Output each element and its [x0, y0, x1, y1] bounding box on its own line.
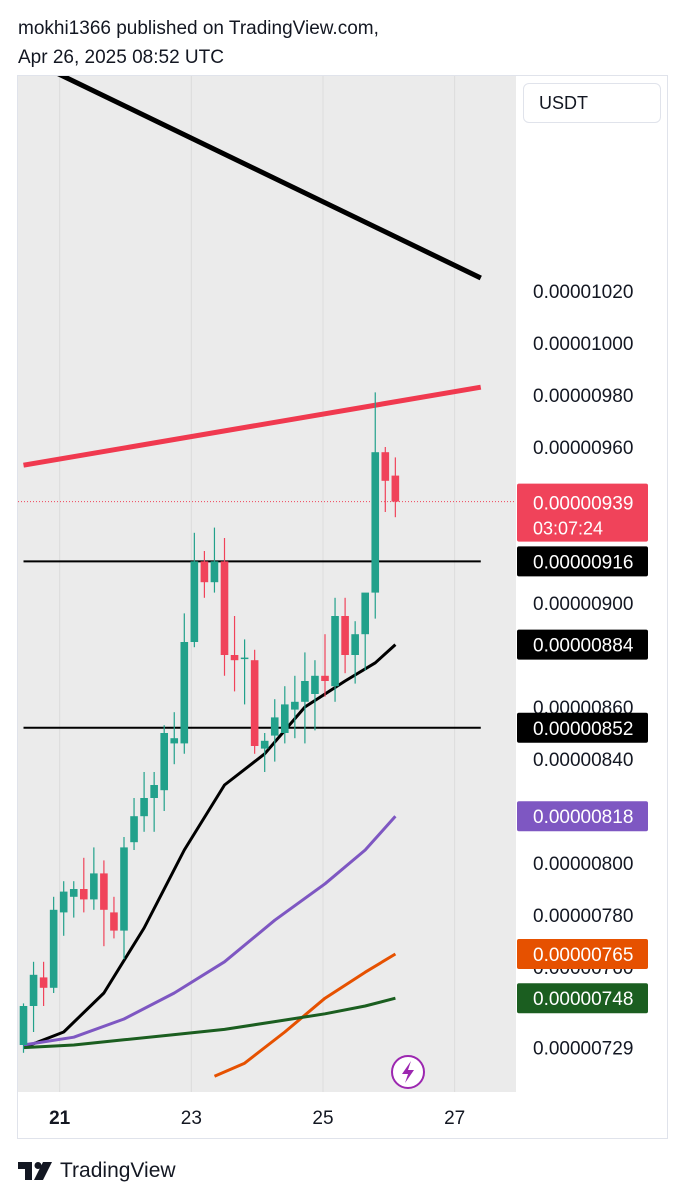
publisher-header: mokhi1366 published on TradingView.com, …: [18, 14, 379, 72]
y-tick-label: 0.00000800: [533, 854, 633, 875]
y-tick-label: 0.00001020: [533, 282, 633, 303]
candle-body: [240, 657, 249, 660]
candle-body: [270, 717, 279, 736]
price-label-badge: [517, 939, 648, 969]
plot-area[interactable]: [18, 76, 516, 1092]
candle-body: [351, 634, 359, 655]
trend-line-channel-top: [23, 384, 482, 468]
candle-body: [190, 561, 199, 642]
publish-date: Apr 26, 2025 08:52 UTC: [18, 47, 224, 68]
candle-body: [291, 701, 299, 710]
x-tick-label: 23: [181, 1108, 202, 1129]
moving-average-line: [23, 815, 397, 1047]
price-label-text: 0.00000852: [533, 719, 633, 740]
candle-body: [49, 909, 58, 988]
candle-body: [200, 561, 209, 583]
candle-body: [301, 681, 309, 702]
x-tick-label: 27: [444, 1108, 465, 1129]
y-tick-label: 0.00000840: [533, 750, 633, 771]
candle-body: [140, 798, 148, 817]
y-tick-label: 0.00000960: [533, 438, 633, 459]
price-label-text: 0.00000765: [533, 945, 633, 966]
candle-body: [120, 847, 128, 931]
last-price-value: 0.00000939: [533, 494, 633, 515]
candle-body: [130, 816, 138, 843]
publisher-line: mokhi1366 published on TradingView.com,: [18, 18, 379, 39]
candle-body: [80, 889, 88, 900]
y-tick-label: 0.00000729: [533, 1039, 633, 1060]
y-tick-label: 0.00000780: [533, 906, 633, 927]
candle-body: [250, 660, 259, 746]
price-label-text: 0.00000748: [533, 989, 633, 1010]
moving-average-line: [23, 996, 396, 1050]
candle-body: [69, 889, 78, 897]
candle-body: [39, 977, 48, 988]
lightning-icon-glyph: [402, 1061, 414, 1083]
price-label-badge: [517, 712, 648, 743]
candle-body: [331, 616, 339, 687]
candle-body: [29, 974, 38, 1006]
candle-body: [260, 740, 269, 749]
y-tick-label: 0.00000980: [533, 386, 633, 407]
price-label-badge: [517, 629, 648, 660]
price-label-badge: [517, 546, 648, 577]
price-label-text: 0.00000818: [533, 807, 633, 828]
candle-body: [371, 452, 380, 593]
price-label-text: 0.00000916: [533, 552, 633, 573]
last-price-countdown: 03:07:24: [533, 519, 603, 539]
candle-body: [150, 785, 158, 798]
price-label-badge: [517, 983, 648, 1014]
candle-body: [361, 592, 369, 635]
candle-body: [321, 675, 329, 681]
candle-body: [170, 738, 179, 744]
candle-body: [100, 873, 108, 910]
brand-name[interactable]: TradingView: [60, 1159, 176, 1182]
x-tick-label: 21: [49, 1108, 71, 1129]
currency-selector[interactable]: USDT: [523, 83, 661, 123]
footer: TradingView: [18, 1156, 176, 1186]
candle-body: [59, 891, 68, 913]
price-label-text: 0.00000884: [533, 636, 634, 657]
candle-body: [220, 561, 229, 655]
y-tick-label: 0.00001000: [533, 334, 633, 355]
trend-line-resistance: [57, 76, 482, 281]
candle-body: [19, 1006, 28, 1045]
candle-body: [110, 912, 118, 931]
candle-body: [341, 616, 349, 655]
x-tick-label: 25: [312, 1108, 333, 1129]
candle-body: [210, 561, 219, 583]
y-tick-label: 0.00000900: [533, 594, 633, 615]
candle-body: [90, 873, 98, 900]
candle-body: [381, 452, 390, 481]
candle-body: [281, 704, 289, 733]
moving-average-line: [213, 952, 397, 1078]
candle-body: [180, 642, 189, 744]
candle-body: [230, 655, 239, 661]
tradingview-logo-icon[interactable]: [18, 1160, 52, 1182]
candle-body: [160, 733, 168, 791]
candle-body: [391, 475, 400, 502]
last-price-badge: [517, 483, 648, 542]
candle-body: [311, 675, 319, 694]
price-label-badge: [517, 801, 648, 832]
